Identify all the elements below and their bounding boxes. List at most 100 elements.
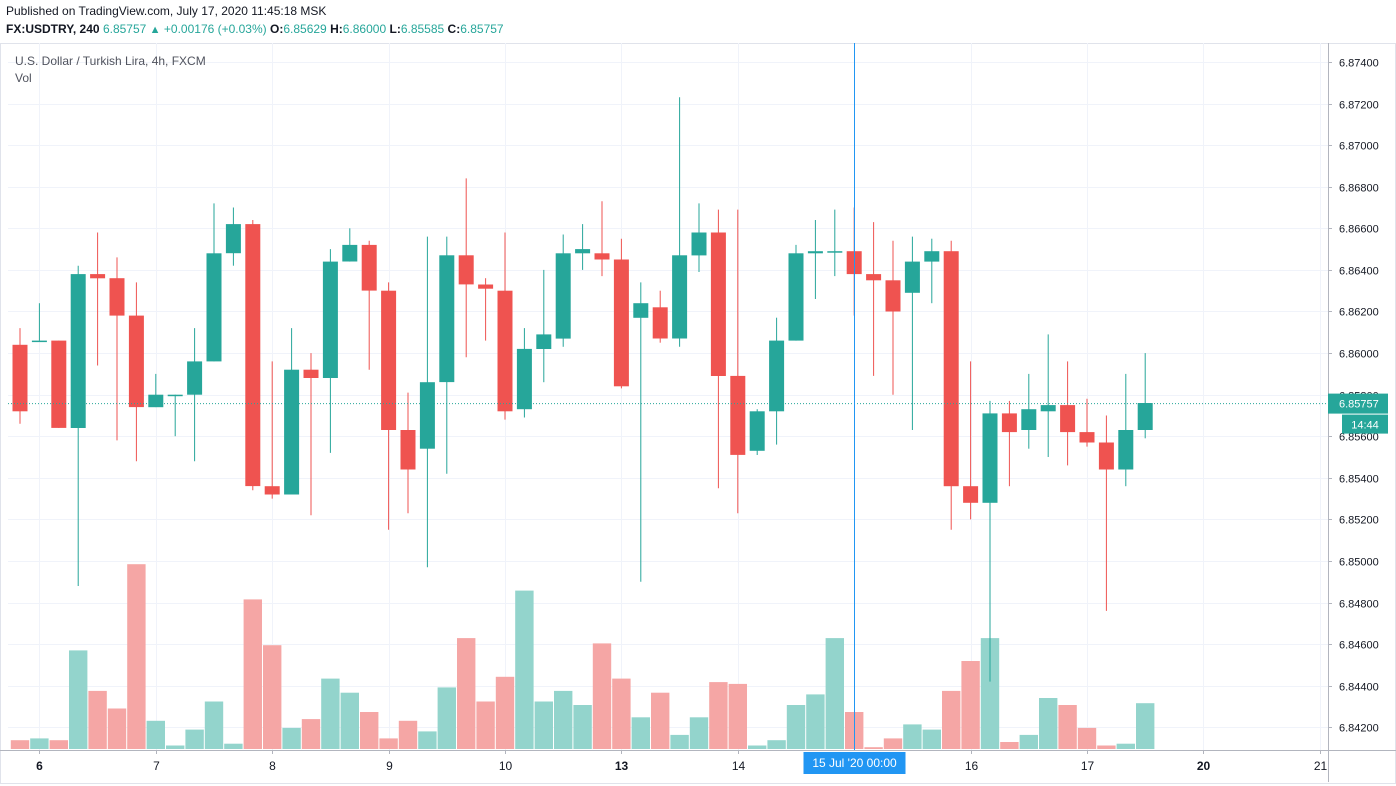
candle-body (652, 307, 668, 339)
volume-bar (651, 692, 670, 749)
price-tick-label: 6.85600 (1339, 432, 1379, 444)
candle-down[interactable] (652, 290, 668, 343)
candle-up[interactable] (439, 236, 455, 474)
price-tick-label: 6.84600 (1339, 640, 1379, 652)
candle-up[interactable] (536, 269, 552, 383)
candle-body (575, 249, 591, 254)
candle-body (245, 224, 261, 487)
volume-bar (554, 690, 573, 749)
candle-down[interactable] (885, 240, 901, 395)
candle-down[interactable] (730, 209, 746, 514)
candle-body (206, 253, 222, 362)
candle-body (148, 394, 164, 408)
candle-body (943, 251, 959, 487)
time-tick-label: 7 (153, 759, 160, 773)
candle-up[interactable] (419, 236, 435, 568)
candle-up[interactable] (904, 236, 920, 430)
candle-up[interactable] (70, 265, 86, 586)
candle-down[interactable] (1060, 361, 1076, 466)
candle-up[interactable] (691, 203, 707, 272)
change-value: +0.00176 (+0.03%) (163, 22, 267, 36)
candle-up[interactable] (516, 328, 532, 418)
candle-up[interactable] (187, 328, 203, 462)
time-tick-label: 16 (965, 759, 979, 773)
candle-up[interactable] (225, 207, 241, 266)
price-tick-label: 6.86200 (1339, 307, 1379, 319)
candle-up[interactable] (633, 282, 649, 582)
volume-bar (903, 724, 922, 749)
candle-down[interactable] (264, 361, 280, 499)
volume-bar (437, 687, 456, 749)
candle-down[interactable] (128, 282, 144, 462)
candle-body (439, 255, 455, 383)
candle-up[interactable] (1021, 373, 1037, 449)
candle-up[interactable] (148, 373, 164, 408)
candle-body (1021, 409, 1037, 430)
candle-up[interactable] (284, 328, 300, 495)
price-tick-label: 6.87400 (1339, 58, 1379, 70)
candle-body (70, 274, 86, 428)
symbol-label: FX:USDTRY, 240 (6, 22, 100, 36)
candle-body (458, 255, 474, 285)
countdown-label: 14:44 (1351, 420, 1379, 432)
candle-body (1137, 403, 1153, 430)
candle-body (885, 280, 901, 312)
volume-bar (360, 712, 379, 749)
candle-up[interactable] (1137, 353, 1153, 439)
candle-down[interactable] (943, 240, 959, 530)
volume-bar (515, 590, 534, 749)
candle-up[interactable] (167, 394, 183, 437)
candle-up[interactable] (982, 400, 998, 682)
candle-up[interactable] (31, 303, 47, 343)
candle-down[interactable] (963, 361, 979, 520)
candle-up[interactable] (575, 224, 591, 270)
candle-up[interactable] (206, 203, 222, 362)
candle-body (749, 411, 765, 451)
candle-up[interactable] (788, 244, 804, 341)
candle-down[interactable] (1079, 398, 1095, 447)
time-tick-label: 8 (269, 759, 276, 773)
candle-up[interactable] (322, 249, 338, 453)
volume-bar (1116, 743, 1135, 749)
candle-up[interactable] (672, 97, 688, 347)
volume-bar (825, 638, 844, 749)
candle-down[interactable] (458, 178, 474, 358)
candle-body (691, 232, 707, 256)
candle-down[interactable] (245, 220, 261, 491)
candle-up[interactable] (555, 234, 571, 347)
candle-down[interactable] (400, 392, 416, 514)
candle-down[interactable] (594, 201, 610, 277)
candle-down[interactable] (497, 232, 513, 420)
candle-up[interactable] (342, 228, 358, 262)
volume-bar (457, 638, 476, 749)
volume-bar (1097, 745, 1116, 749)
volume-bar (728, 683, 747, 749)
candle-down[interactable] (109, 257, 125, 441)
volume-bar (379, 738, 398, 749)
price-tick-label: 6.85000 (1339, 557, 1379, 569)
candle-down[interactable] (51, 340, 67, 428)
candle-up[interactable] (807, 220, 823, 299)
candle-down[interactable] (866, 222, 882, 376)
candle-down[interactable] (613, 238, 629, 389)
candle-up[interactable] (827, 209, 843, 277)
volume-bar (418, 731, 437, 749)
candle-up[interactable] (924, 238, 940, 304)
candle-down[interactable] (478, 278, 494, 341)
candle-down[interactable] (710, 209, 726, 489)
price-tick-label: 6.85400 (1339, 474, 1379, 486)
candle-down[interactable] (361, 240, 377, 370)
candle-down[interactable] (90, 232, 106, 366)
candle-up[interactable] (749, 409, 765, 455)
candle-down[interactable] (303, 353, 319, 516)
candle-down[interactable] (1098, 415, 1114, 611)
candle-down[interactable] (12, 328, 28, 424)
candle-up[interactable] (1118, 373, 1134, 487)
candle-down[interactable] (381, 282, 397, 530)
candle-up[interactable] (769, 317, 785, 445)
close-value: 6.85757 (460, 22, 504, 36)
candle-up[interactable] (1040, 334, 1056, 457)
volume-bar (631, 717, 650, 749)
candle-down[interactable] (1001, 400, 1017, 487)
